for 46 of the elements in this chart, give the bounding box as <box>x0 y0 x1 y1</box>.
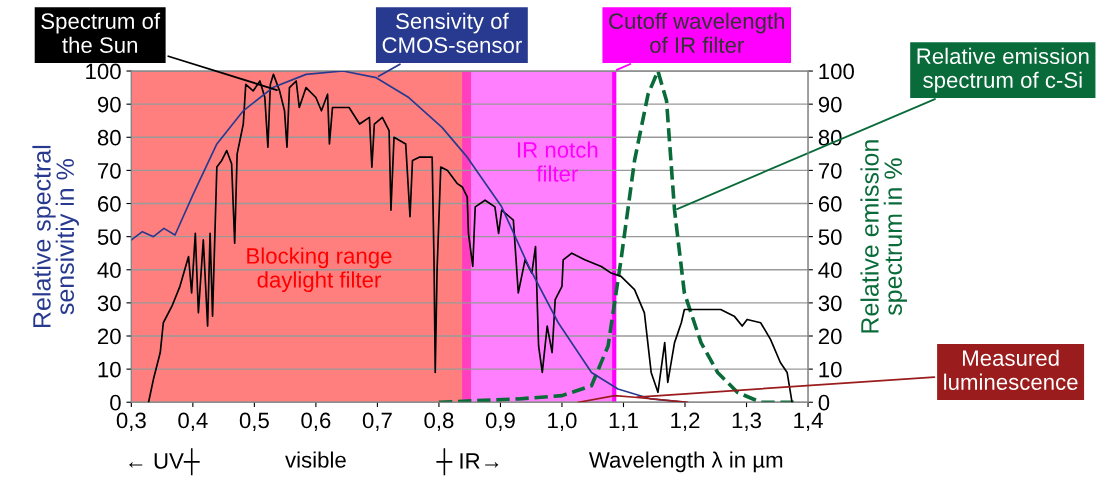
y-tick-label: 100 <box>86 63 121 80</box>
x-tick-label: 0,8 <box>424 412 454 431</box>
x-tick-label: 1,0 <box>548 412 577 431</box>
y2-tick-label: 60 <box>818 196 842 212</box>
y-tick-label: 10 <box>98 361 121 378</box>
x-tick-label: 1,3 <box>732 412 761 431</box>
x-tick-label: 0,5 <box>239 412 269 431</box>
series-label: Sensivity of CMOS-sensor <box>382 12 522 53</box>
x-tick-label: 1,1 <box>609 412 638 431</box>
y2-tick-label: 50 <box>818 229 842 245</box>
text: Spectrum of the Sun <box>41 12 161 53</box>
y-tick-label: 0 <box>110 394 121 411</box>
y-tick-label: 60 <box>98 196 121 212</box>
x-tick-label: 0,6 <box>301 412 331 431</box>
ref-line-label: Cutoff wavelength of IR filter <box>609 12 785 53</box>
text: ┼ IR→ <box>436 448 499 476</box>
x-tick-label: 0,7 <box>362 412 392 431</box>
y2-tick-label: 70 <box>818 162 842 179</box>
y-axis-title: Relative spectral sensivitiy in % <box>32 145 79 327</box>
text: ← UV┼ <box>129 448 200 476</box>
y2-tick-label: 80 <box>818 129 842 146</box>
text: Measured luminescence <box>944 349 1078 390</box>
y2-tick-label: 0 <box>818 394 830 411</box>
x-tick-label: 1,2 <box>671 412 700 431</box>
y-tick-label: 30 <box>97 295 121 312</box>
x-axis-title: Wavelength λ in µm <box>588 451 783 473</box>
y-tick-label: 20 <box>98 328 121 345</box>
x-tick-label: 0,9 <box>485 412 515 431</box>
x-tick-label: 0,4 <box>178 412 208 431</box>
y2-tick-label: 10 <box>819 361 842 378</box>
y2-axis-title: Relative emission spectrum in % <box>860 140 907 333</box>
band-label: Blocking range daylight filter <box>247 247 392 293</box>
y2-tick-label: 100 <box>819 63 854 80</box>
text: Relative emission spectrum of c-Si <box>917 47 1089 93</box>
x-tick-label: 0,3 <box>116 412 146 431</box>
y-tick-label: 40 <box>97 262 121 279</box>
y2-tick-label: 30 <box>818 295 842 312</box>
y2-tick-label: 90 <box>818 96 842 113</box>
y-tick-label: 50 <box>97 229 121 245</box>
y2-tick-label: 40 <box>818 262 842 279</box>
y-tick-label: 90 <box>97 96 121 113</box>
x-tick-label: 1,4 <box>794 412 823 431</box>
y-tick-label: 80 <box>97 129 121 146</box>
y-tick-label: 70 <box>98 162 121 179</box>
y2-tick-label: 20 <box>818 328 842 345</box>
text: visible <box>285 451 346 468</box>
